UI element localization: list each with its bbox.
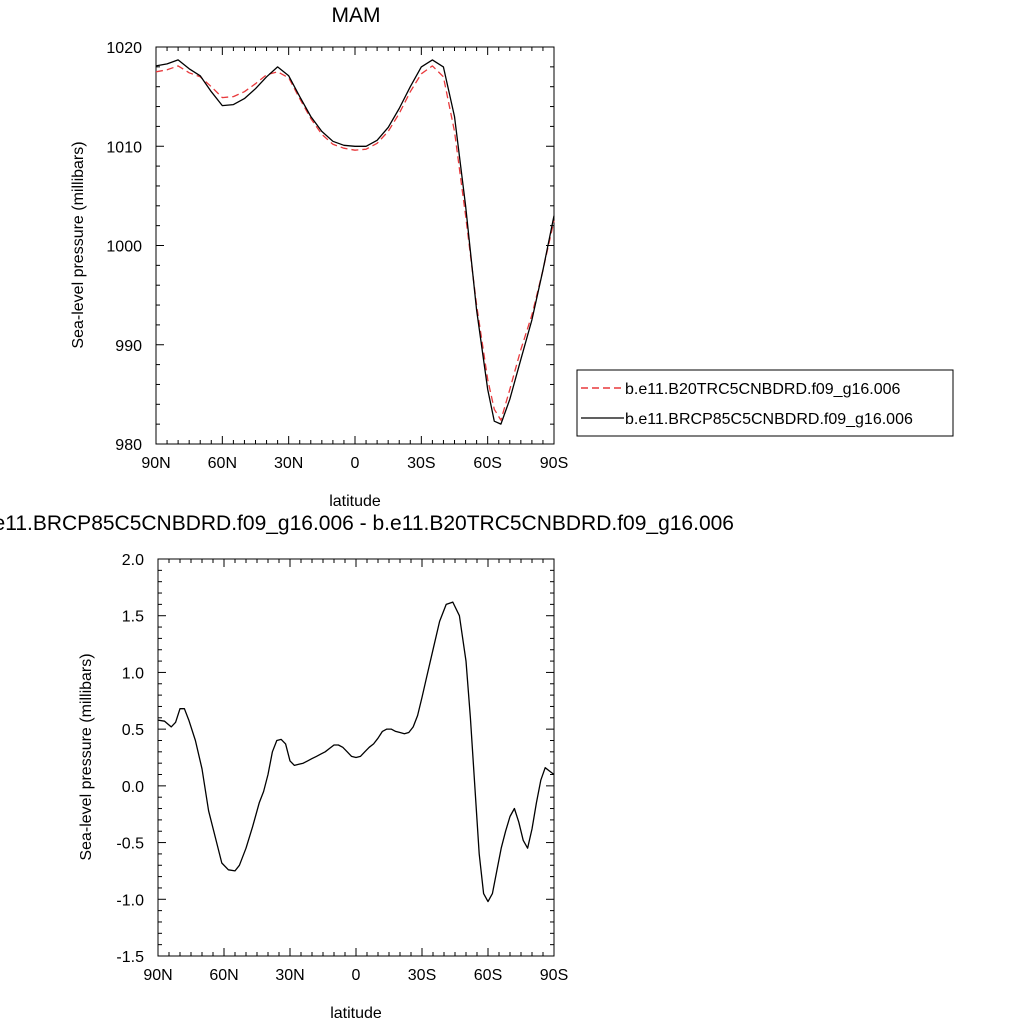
top-x-tick-label: 30N	[274, 455, 303, 472]
bottom-x-tick-label: 60N	[209, 967, 238, 984]
top-x-axis-label: latitude	[329, 493, 381, 510]
bottom-x-tick-label: 90S	[540, 967, 568, 984]
legend: b.e11.B20TRC5CNBDRD.f09_g16.006 b.e11.BR…	[576, 369, 954, 437]
top-x-tick-label: 60N	[208, 455, 237, 472]
bottom-x-tick-label: 90N	[143, 967, 172, 984]
top-x-tick-label: 0	[351, 455, 360, 472]
bottom-x-tick-label: 60S	[474, 967, 502, 984]
bottom-y-tick-label: 2.0	[122, 552, 144, 569]
bottom-y-tick-label: -1.0	[116, 892, 144, 909]
bottom-panel: b.e11.BRCP85C5CNBDRD.f09_g16.006 - b.e11…	[0, 512, 734, 1022]
bottom-x-tick-label: 30S	[408, 967, 436, 984]
top-y-tick-label: 1020	[106, 40, 142, 57]
top-y-tick-label: 980	[115, 437, 142, 454]
bottom-series-lines	[157, 601, 555, 903]
legend-label-b20trc: b.e11.B20TRC5CNBDRD.f09_g16.006	[625, 381, 901, 398]
bottom-x-axis-label: latitude	[330, 1005, 382, 1022]
bottom-x-tick-label: 0	[352, 967, 361, 984]
bottom-chart-title: b.e11.BRCP85C5CNBDRD.f09_g16.006 - b.e11…	[0, 512, 734, 535]
top-chart-title: MAM	[332, 4, 381, 27]
top-series-line-1	[155, 59, 555, 425]
bottom-y-tick-label: -1.5	[116, 949, 144, 966]
top-plot-frame	[155, 46, 555, 445]
top-axis-ticks: 90N 60N 30N 0 30S 60S 90S 980 990 1000 1010 1020	[106, 40, 568, 472]
top-y-tick-label: 1000	[106, 239, 142, 256]
bottom-y-tick-label: 0.5	[122, 722, 144, 739]
bottom-x-tick-label: 30N	[275, 967, 304, 984]
top-x-tick-label: 90N	[141, 455, 170, 472]
top-x-tick-label: 30S	[407, 455, 435, 472]
top-y-tick-label: 1010	[106, 139, 142, 156]
bottom-axis-ticks: 90N 60N 30N 0 30S 60S 90S -1.5 -1.0 -0.5 0.0 0.5 1.0…	[116, 552, 568, 984]
top-x-tick-label: 90S	[540, 455, 568, 472]
top-y-axis-label: Sea-level pressure (millibars)	[70, 141, 87, 348]
top-panel: MAM 90N 60N 30N 0 30S 60S 90S 980 990 1000 1010 102…	[70, 4, 954, 510]
bottom-y-tick-label: -0.5	[116, 836, 144, 853]
bottom-series-line-0	[157, 601, 555, 903]
bottom-y-tick-label: 0.0	[122, 779, 144, 796]
bottom-y-axis-label: Sea-level pressure (millibars)	[78, 653, 95, 860]
top-x-tick-label: 60S	[473, 455, 501, 472]
legend-label-brcp85: b.e11.BRCP85C5CNBDRD.f09_g16.006	[625, 411, 913, 428]
top-series-lines	[155, 59, 555, 425]
top-y-tick-label: 990	[115, 338, 142, 355]
bottom-y-tick-label: 1.0	[122, 665, 144, 682]
top-series-line-0	[155, 65, 555, 421]
bottom-y-tick-label: 1.5	[122, 609, 144, 626]
legend-box	[576, 369, 954, 437]
